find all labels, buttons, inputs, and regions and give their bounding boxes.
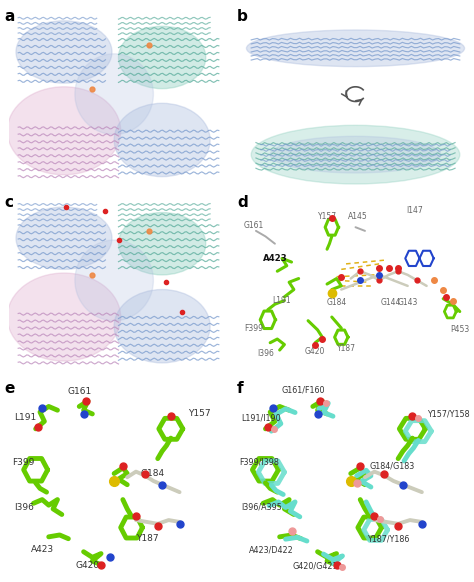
Text: G161/F160: G161/F160	[282, 385, 325, 394]
Text: A423: A423	[263, 254, 287, 263]
Text: c: c	[5, 195, 14, 210]
Text: A423: A423	[31, 545, 55, 555]
Text: Y157: Y157	[318, 212, 337, 221]
Text: I396/A395: I396/A395	[242, 502, 283, 512]
Ellipse shape	[251, 125, 460, 184]
Text: Y187: Y187	[136, 534, 159, 543]
Text: G161: G161	[244, 221, 264, 230]
Text: F399: F399	[12, 458, 34, 467]
Ellipse shape	[75, 240, 154, 321]
Ellipse shape	[7, 87, 121, 175]
Text: a: a	[5, 9, 15, 24]
Text: e: e	[5, 381, 15, 396]
Text: G144: G144	[381, 298, 401, 307]
Text: Y187/Y186: Y187/Y186	[367, 534, 410, 543]
Ellipse shape	[114, 290, 210, 363]
Text: G143: G143	[398, 298, 418, 307]
Ellipse shape	[270, 136, 441, 173]
Text: I396: I396	[257, 349, 274, 358]
Text: G184/G183: G184/G183	[370, 462, 415, 471]
Ellipse shape	[114, 104, 210, 177]
Ellipse shape	[118, 26, 206, 88]
Ellipse shape	[7, 273, 121, 361]
Text: Y157/Y158: Y157/Y158	[427, 409, 469, 418]
Text: P453: P453	[450, 325, 469, 335]
Text: I396: I396	[14, 502, 34, 512]
Text: I147: I147	[406, 206, 423, 215]
Ellipse shape	[16, 21, 112, 83]
Text: Y157: Y157	[188, 409, 211, 418]
Ellipse shape	[16, 207, 112, 269]
Text: F399/I398: F399/I398	[239, 458, 279, 467]
Text: L191: L191	[273, 296, 292, 305]
Text: f: f	[237, 381, 244, 396]
Text: Y187: Y187	[337, 344, 356, 353]
Text: G420/G421: G420/G421	[292, 562, 338, 570]
Text: b: b	[237, 9, 248, 24]
Text: A423/D422: A423/D422	[249, 545, 293, 555]
Text: L191: L191	[14, 413, 36, 422]
Text: G161: G161	[67, 387, 91, 396]
Text: G420: G420	[76, 562, 100, 570]
Text: F399: F399	[244, 324, 263, 332]
Ellipse shape	[118, 212, 206, 275]
Text: G184: G184	[327, 298, 346, 307]
Ellipse shape	[75, 54, 154, 134]
Text: G184: G184	[140, 469, 164, 478]
Ellipse shape	[246, 30, 465, 67]
Text: A145: A145	[348, 212, 368, 221]
Text: G420: G420	[305, 347, 325, 356]
Text: d: d	[237, 195, 248, 210]
Text: L191/I190: L191/I190	[242, 413, 282, 422]
